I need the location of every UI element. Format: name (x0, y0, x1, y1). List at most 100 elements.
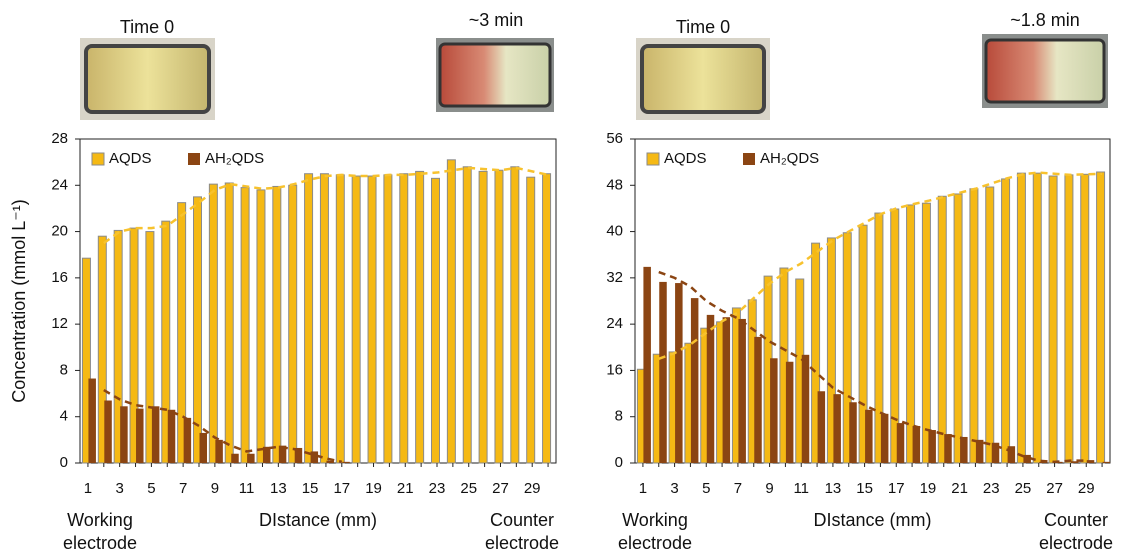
legend-swatch (647, 153, 659, 165)
x-tick-label: 15 (302, 480, 319, 497)
x-axis-label: DIstance (mm) (259, 510, 377, 530)
y-tick-label: 0 (615, 454, 623, 471)
y-tick-label: 16 (606, 361, 623, 378)
bar (368, 176, 376, 463)
x-axis-label: DIstance (mm) (813, 510, 931, 530)
x-tick-label: 13 (825, 480, 842, 497)
x-tick-label: 19 (365, 480, 382, 497)
bar (463, 167, 471, 463)
bar (691, 298, 699, 463)
y-tick-label: 28 (51, 130, 68, 147)
bar (289, 185, 297, 463)
bar (1017, 173, 1025, 463)
bar (738, 319, 746, 463)
bar (849, 402, 857, 463)
bar (184, 418, 192, 463)
bar (675, 283, 683, 463)
counter-electrode-label: electrode (1039, 533, 1113, 553)
bar (786, 362, 794, 463)
bar (231, 454, 239, 463)
bar (432, 178, 440, 463)
bar (1087, 460, 1095, 463)
bar (659, 282, 667, 463)
y-tick-label: 12 (51, 315, 68, 332)
legend-label: AH₂QDS (760, 150, 819, 167)
y-tick-label: 20 (51, 223, 68, 240)
photos (80, 34, 1108, 120)
legend-label: AQDS (109, 150, 152, 167)
bar (1097, 172, 1105, 463)
bar (976, 440, 984, 463)
bar (954, 194, 962, 463)
bar (511, 167, 519, 463)
x-tick-label: 25 (1015, 480, 1032, 497)
bar (1008, 446, 1016, 463)
x-tick-label: 27 (1046, 480, 1063, 497)
bar (1049, 176, 1057, 463)
bar (215, 440, 223, 463)
bar (152, 406, 160, 463)
x-tick-label: 13 (270, 480, 287, 497)
x-tick-label: 17 (888, 480, 905, 497)
bar (960, 437, 968, 463)
x-tick-label: 9 (211, 480, 219, 497)
x-tick-label: 11 (239, 480, 255, 497)
counter-electrode-label: Counter (490, 510, 554, 530)
figure: Time 0~3 min0481216202428135791113151719… (0, 0, 1133, 553)
bar (88, 379, 96, 463)
bar (342, 462, 350, 463)
bar (1033, 173, 1041, 463)
bar (1081, 174, 1089, 463)
x-tick-label: 23 (429, 480, 446, 497)
x-tick-label: 19 (920, 480, 937, 497)
bar (881, 414, 889, 463)
y-tick-label: 8 (615, 408, 623, 425)
photo-label: Time 0 (120, 17, 174, 37)
bar (1065, 175, 1073, 463)
y-tick-label: 32 (606, 269, 623, 286)
bar (643, 267, 651, 463)
counter-electrode-label: Counter (1044, 510, 1108, 530)
x-tick-label: 17 (333, 480, 350, 497)
bar (928, 430, 936, 463)
bar (104, 401, 112, 463)
photo-label: Time 0 (676, 17, 730, 37)
bar (802, 355, 810, 463)
x-tick-label: 15 (856, 480, 873, 497)
bar (897, 423, 905, 463)
legend-swatch (743, 153, 755, 165)
x-tick-label: 21 (397, 480, 414, 497)
bar (818, 391, 826, 463)
photo-label: ~3 min (469, 10, 524, 30)
bar (168, 410, 176, 463)
x-tick-label: 5 (702, 480, 710, 497)
x-tick-label: 25 (460, 480, 477, 497)
bar (913, 426, 921, 463)
working-electrode-label: electrode (618, 533, 692, 553)
photo-vial (986, 40, 1104, 102)
working-electrode-label: Working (67, 510, 133, 530)
x-tick-label: 3 (670, 480, 678, 497)
x-tick-label: 23 (983, 480, 1000, 497)
bar (543, 174, 551, 463)
counter-electrode-label: electrode (485, 533, 559, 553)
x-tick-label: 11 (793, 480, 809, 497)
bar (120, 406, 128, 463)
bar (922, 203, 930, 463)
photo-vial (642, 46, 764, 112)
working-electrode-label: electrode (63, 533, 137, 553)
bar (723, 317, 731, 463)
bar (527, 177, 535, 463)
legend-label: AQDS (664, 150, 707, 167)
x-tick-label: 1 (84, 480, 92, 497)
y-tick-label: 0 (60, 454, 68, 471)
y-tick-label: 24 (51, 176, 68, 193)
x-tick-label: 29 (524, 480, 541, 497)
photo-vial (440, 44, 550, 106)
bar (865, 410, 873, 463)
x-tick-label: 3 (115, 480, 123, 497)
y-tick-label: 16 (51, 269, 68, 286)
bar (495, 170, 503, 463)
bar (479, 171, 487, 463)
bar (1002, 179, 1010, 463)
